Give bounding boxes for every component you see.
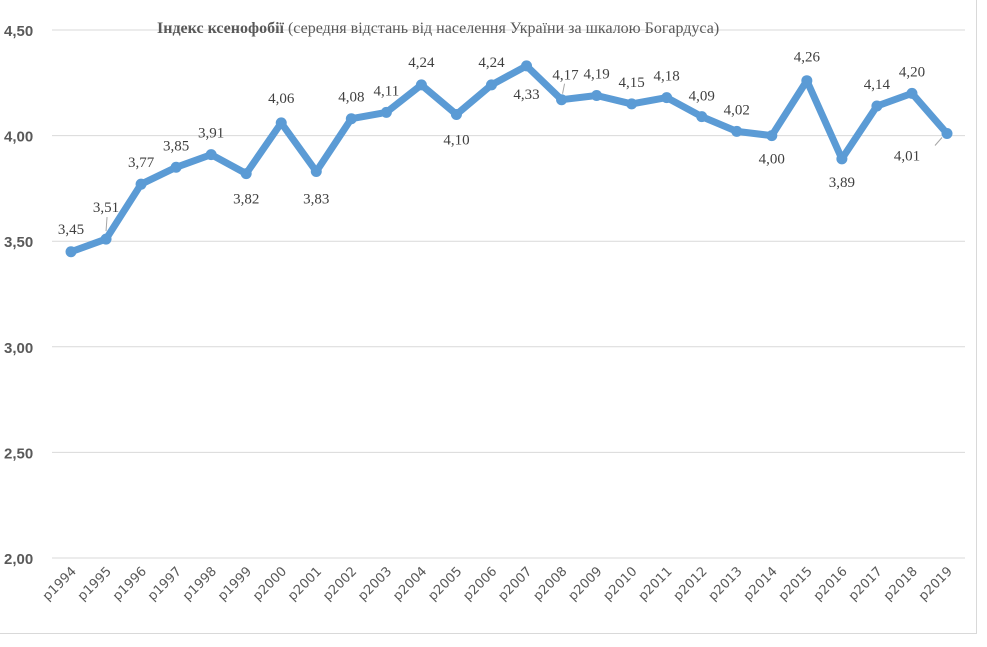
data-point (941, 127, 953, 139)
data-label: 3,45 (58, 222, 84, 238)
leader-line (562, 83, 566, 94)
data-point (766, 130, 778, 142)
data-point (696, 111, 708, 123)
x-tick-label: р2012 (671, 564, 711, 604)
y-axis: 2,00 2,50 3,00 3,50 4,00 4,50 (4, 23, 33, 568)
chart-title: Індекс ксенофобії (середня відстань від … (157, 20, 719, 37)
x-tick-label: р2015 (776, 564, 816, 604)
chart-title-bold: Індекс ксенофобії (157, 20, 285, 37)
data-label: 4,06 (268, 91, 295, 107)
x-tick-label: р2017 (846, 564, 886, 604)
data-label: 4,08 (338, 90, 364, 106)
x-tick-label: р1995 (75, 564, 115, 604)
x-tick-label: р2018 (881, 564, 921, 604)
data-label: 4,01 (894, 148, 920, 164)
x-axis: р1994р1995р1996р1997р1998р1999р2000р2001… (40, 564, 956, 604)
series-line (65, 60, 953, 258)
leader-line (105, 217, 108, 232)
x-tick-label: р2007 (496, 564, 536, 604)
x-tick-label: р1994 (40, 564, 80, 604)
data-point (170, 161, 182, 173)
y-tick-label: 4,50 (4, 23, 33, 40)
data-point (556, 94, 568, 106)
x-tick-label: р2016 (811, 564, 851, 604)
data-point (135, 178, 147, 190)
y-tick-label: 3,50 (4, 234, 33, 251)
data-point (310, 166, 322, 178)
data-label: 4,14 (864, 77, 891, 93)
data-point (65, 246, 77, 258)
data-point (485, 79, 497, 91)
data-label: 4,26 (794, 50, 821, 66)
data-point (906, 87, 918, 99)
data-label: 4,24 (478, 55, 505, 71)
x-tick-label: р2006 (460, 564, 500, 604)
data-label: 4,00 (759, 152, 785, 168)
data-label: 4,18 (654, 69, 680, 85)
y-tick-label: 2,50 (4, 445, 33, 462)
x-tick-label: р2010 (601, 564, 641, 604)
y-tick-label: 4,00 (4, 129, 33, 146)
data-point (591, 89, 603, 101)
x-tick-label: р1996 (110, 564, 150, 604)
data-label: 4,11 (374, 83, 400, 99)
data-point (450, 108, 462, 120)
chart-title-rest: (середня відстань від населення України … (284, 20, 719, 37)
data-label: 3,91 (198, 126, 224, 142)
data-label: 4,15 (619, 75, 645, 91)
data-point (521, 60, 533, 72)
data-label: 4,19 (583, 66, 609, 82)
x-tick-label: р2000 (250, 564, 290, 604)
x-tick-label: р2008 (531, 564, 571, 604)
chart-frame (0, 0, 977, 634)
data-labels: 3,45 3,51 3,77 3,85 3,91 3,82 4,06 3,83 4,08 4,11… (58, 50, 943, 238)
data-label: 4,20 (899, 64, 925, 80)
data-label: 3,51 (93, 200, 119, 216)
data-label: 4,02 (724, 102, 750, 118)
data-point (345, 113, 357, 125)
x-tick-label: р2003 (355, 564, 395, 604)
gridlines (52, 29, 965, 559)
y-tick-label: 3,00 (4, 340, 33, 357)
data-label: 3,85 (163, 138, 189, 154)
data-label: 3,82 (233, 192, 259, 208)
x-tick-label: р2014 (741, 564, 781, 604)
x-tick-label: р2013 (706, 564, 746, 604)
data-label: 4,17 (552, 68, 579, 84)
data-label: 4,10 (443, 132, 469, 148)
data-label: 3,83 (303, 192, 329, 208)
x-tick-label: р2004 (390, 564, 430, 604)
x-tick-label: р2001 (285, 564, 325, 604)
data-point (836, 153, 848, 165)
x-tick-label: р2009 (566, 564, 606, 604)
x-tick-label: р1998 (180, 564, 220, 604)
data-point (871, 100, 883, 112)
data-point (240, 168, 252, 180)
data-label: 3,89 (829, 175, 855, 191)
leader-line (934, 137, 943, 146)
data-point (661, 92, 673, 104)
data-point (415, 79, 427, 91)
x-tick-label: р2011 (636, 564, 676, 604)
x-tick-label: р1999 (215, 564, 255, 604)
data-point (731, 125, 743, 137)
x-tick-label: р2005 (425, 564, 465, 604)
data-label: 4,33 (513, 87, 539, 103)
data-label: 3,77 (128, 155, 155, 171)
y-tick-label: 2,00 (4, 551, 33, 568)
data-point (380, 106, 392, 118)
data-point (275, 117, 287, 129)
x-tick-label: р1997 (145, 564, 185, 604)
data-point (626, 98, 638, 110)
series-path (67, 62, 951, 256)
x-tick-label: р2019 (916, 564, 956, 604)
data-point (205, 149, 217, 161)
data-point (801, 75, 813, 87)
data-label: 4,24 (408, 55, 435, 71)
x-tick-label: р2002 (320, 564, 360, 604)
data-point (100, 233, 112, 245)
data-label: 4,09 (689, 89, 715, 105)
